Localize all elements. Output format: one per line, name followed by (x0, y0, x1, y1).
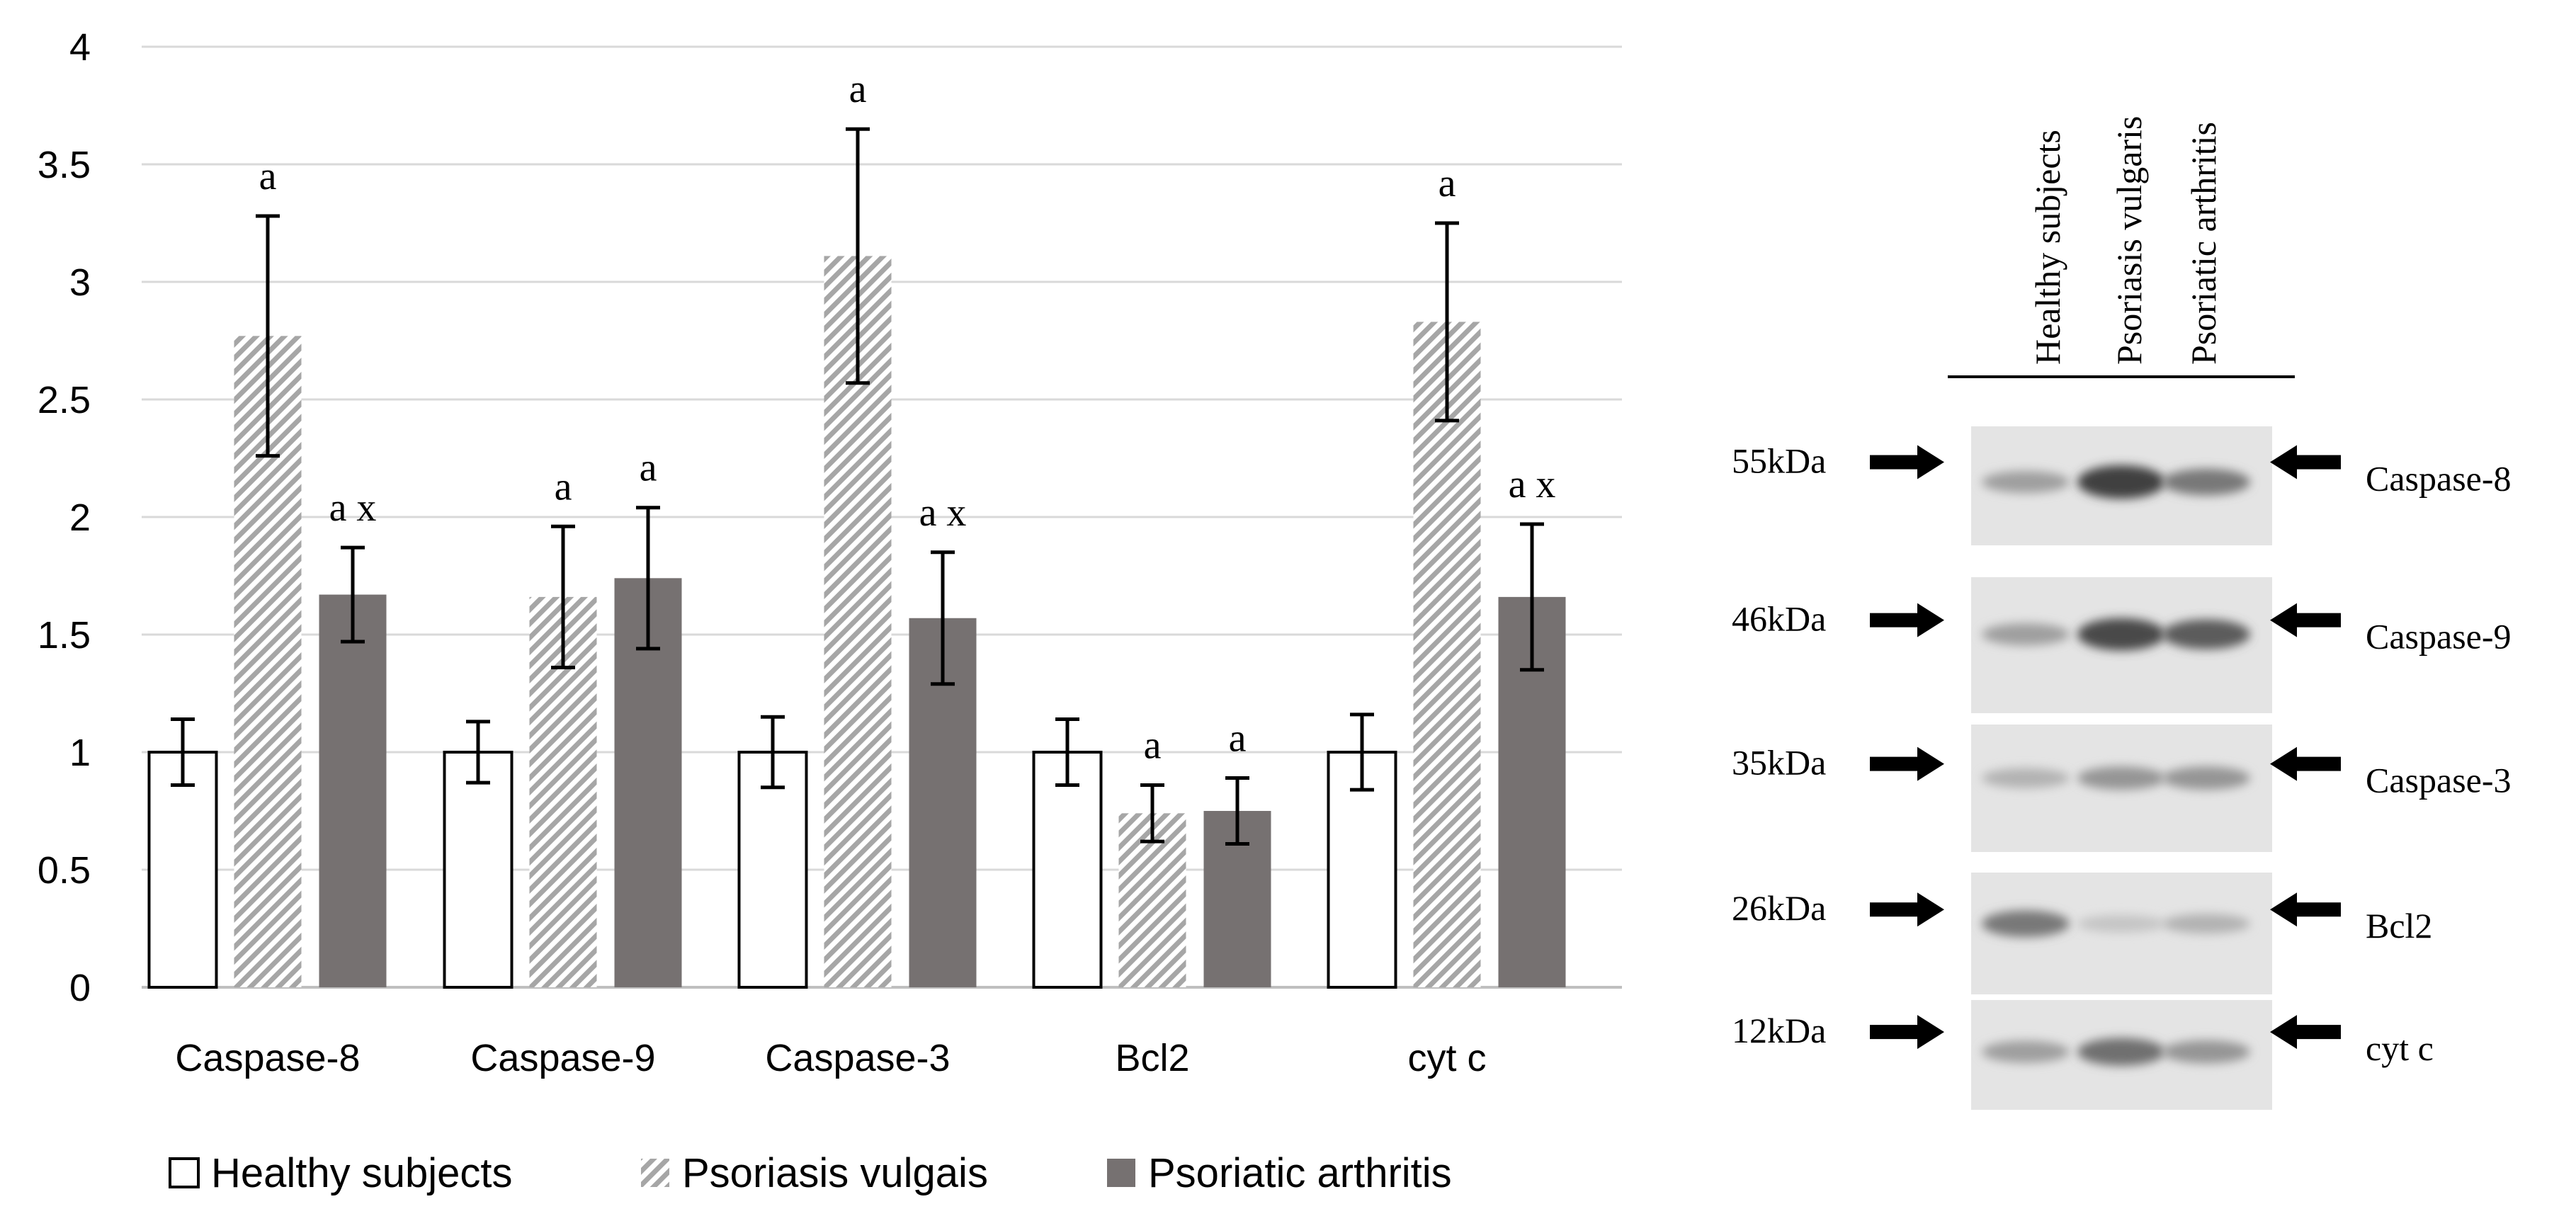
significance-label: a (1229, 717, 1247, 761)
y-tick-label: 3 (69, 261, 91, 304)
blot-band (2077, 914, 2165, 933)
kda-label: 35kDa (1732, 743, 1826, 783)
blot-row: 26kDa Bcl2 (1732, 873, 2432, 994)
blot-band (2077, 1038, 2165, 1066)
legend-label: Healthy subjects (211, 1150, 513, 1196)
error-bars (171, 127, 1544, 846)
y-tick-label: 2.5 (38, 379, 91, 421)
legend-label: Psoriasis vulgais (682, 1150, 988, 1196)
protein-label: Caspase-9 (2366, 617, 2512, 657)
arrow-right-icon (1870, 445, 1944, 479)
blot-row: 12kDa cyt c (1732, 1000, 2434, 1110)
arrow-left-icon (2270, 892, 2341, 927)
arrow-right-icon (1870, 892, 1944, 927)
blot-row: 35kDa Caspase-3 (1732, 725, 2512, 852)
y-tick-label: 4 (69, 26, 91, 69)
western-blot-panel: Healthy subjects Psoriasis vulgaris Psoria… (1732, 116, 2512, 1110)
category-label: Bcl2 (1115, 1037, 1189, 1079)
arrow-right-icon (1870, 1015, 1944, 1050)
y-tick-label: 1.5 (38, 614, 91, 657)
y-tick-label: 0.5 (38, 849, 91, 892)
significance-label: a x (329, 486, 377, 530)
lane-label: Healthy subjects (2028, 130, 2067, 365)
blot-band (1982, 1040, 2070, 1063)
arrow-left-icon (2270, 603, 2341, 637)
legend-swatch (169, 1157, 200, 1188)
protein-label: cyt c (2366, 1028, 2434, 1068)
bar (1413, 322, 1481, 987)
significance-label: a (555, 465, 572, 509)
blot-band (1982, 470, 2070, 494)
kda-label: 46kDa (1732, 599, 1826, 639)
legend-swatch (1107, 1159, 1135, 1187)
category-label: Caspase-3 (765, 1037, 950, 1079)
y-tick-label: 2 (69, 496, 91, 539)
significance-annotations: a a a a a a x a a x a a x (259, 67, 1556, 767)
arrow-left-icon (2270, 1015, 2341, 1050)
legend-label: Psoriatic arthritis (1148, 1150, 1452, 1196)
y-axis-ticks: 0 0.5 1 1.5 2 2.5 3 3.5 4 (38, 26, 91, 1009)
bar (1032, 751, 1103, 989)
blot-band (2162, 766, 2250, 790)
y-tick-label: 1 (69, 732, 91, 774)
category-label: Caspase-8 (175, 1037, 360, 1079)
blot-band (1982, 768, 2070, 788)
x-axis-categories: Caspase-8 Caspase-9 Caspase-3 Bcl2 cyt c (175, 1037, 1486, 1079)
blot-band (2162, 1040, 2250, 1064)
lane-label: Psoriasis vulgaris (2109, 116, 2149, 365)
blot-band (2077, 766, 2165, 790)
blot-row: 55kDa Caspase-8 (1732, 426, 2512, 545)
significance-label: a (1144, 723, 1162, 767)
bar (443, 751, 514, 989)
y-tick-label: 3.5 (38, 144, 91, 186)
lane-label: Psoriatic arthritis (2184, 122, 2223, 365)
kda-label: 55kDa (1732, 441, 1826, 481)
lane-labels: Healthy subjects Psoriasis vulgaris Psoria… (2028, 116, 2223, 365)
blot-band (2162, 914, 2250, 934)
arrow-right-icon (1870, 603, 1944, 637)
significance-label: a (1439, 161, 1456, 205)
y-tick-label: 0 (69, 967, 91, 1009)
kda-label: 26kDa (1732, 888, 1826, 928)
protein-label: Caspase-3 (2366, 761, 2512, 800)
blot-rows: 55kDa Caspase-8 46kDa Caspase-9 35kDa Caspase… (1732, 426, 2512, 1110)
blot-band (2077, 465, 2165, 499)
blot-band (2162, 468, 2250, 496)
legend: Healthy subjects Psoriasis vulgais Psoriat… (169, 1150, 1452, 1196)
bar (319, 594, 387, 987)
arrow-left-icon (2270, 746, 2341, 781)
significance-label: a x (919, 491, 967, 535)
legend-swatch (641, 1159, 669, 1187)
arrow-right-icon (1870, 746, 1944, 781)
significance-label: a (640, 446, 657, 490)
kda-label: 12kDa (1732, 1011, 1826, 1050)
blot-band (2162, 619, 2250, 649)
bar-chart: 0 0.5 1 1.5 2 2.5 3 3.5 4 a a a a a a x a a x a a x Caspa… (38, 26, 1622, 1196)
protein-label: Bcl2 (2366, 906, 2432, 945)
category-label: Caspase-9 (470, 1037, 655, 1079)
significance-label: a (259, 154, 277, 198)
significance-label: a x (1509, 462, 1556, 506)
category-label: cyt c (1407, 1037, 1486, 1079)
protein-label: Caspase-8 (2366, 459, 2512, 499)
bar (147, 751, 218, 989)
significance-label: a (849, 67, 867, 111)
blot-band (1982, 623, 2070, 646)
blot-band (1982, 910, 2070, 938)
arrow-left-icon (2270, 445, 2341, 479)
blot-band (2077, 618, 2165, 651)
blot-row: 46kDa Caspase-9 (1732, 577, 2512, 713)
